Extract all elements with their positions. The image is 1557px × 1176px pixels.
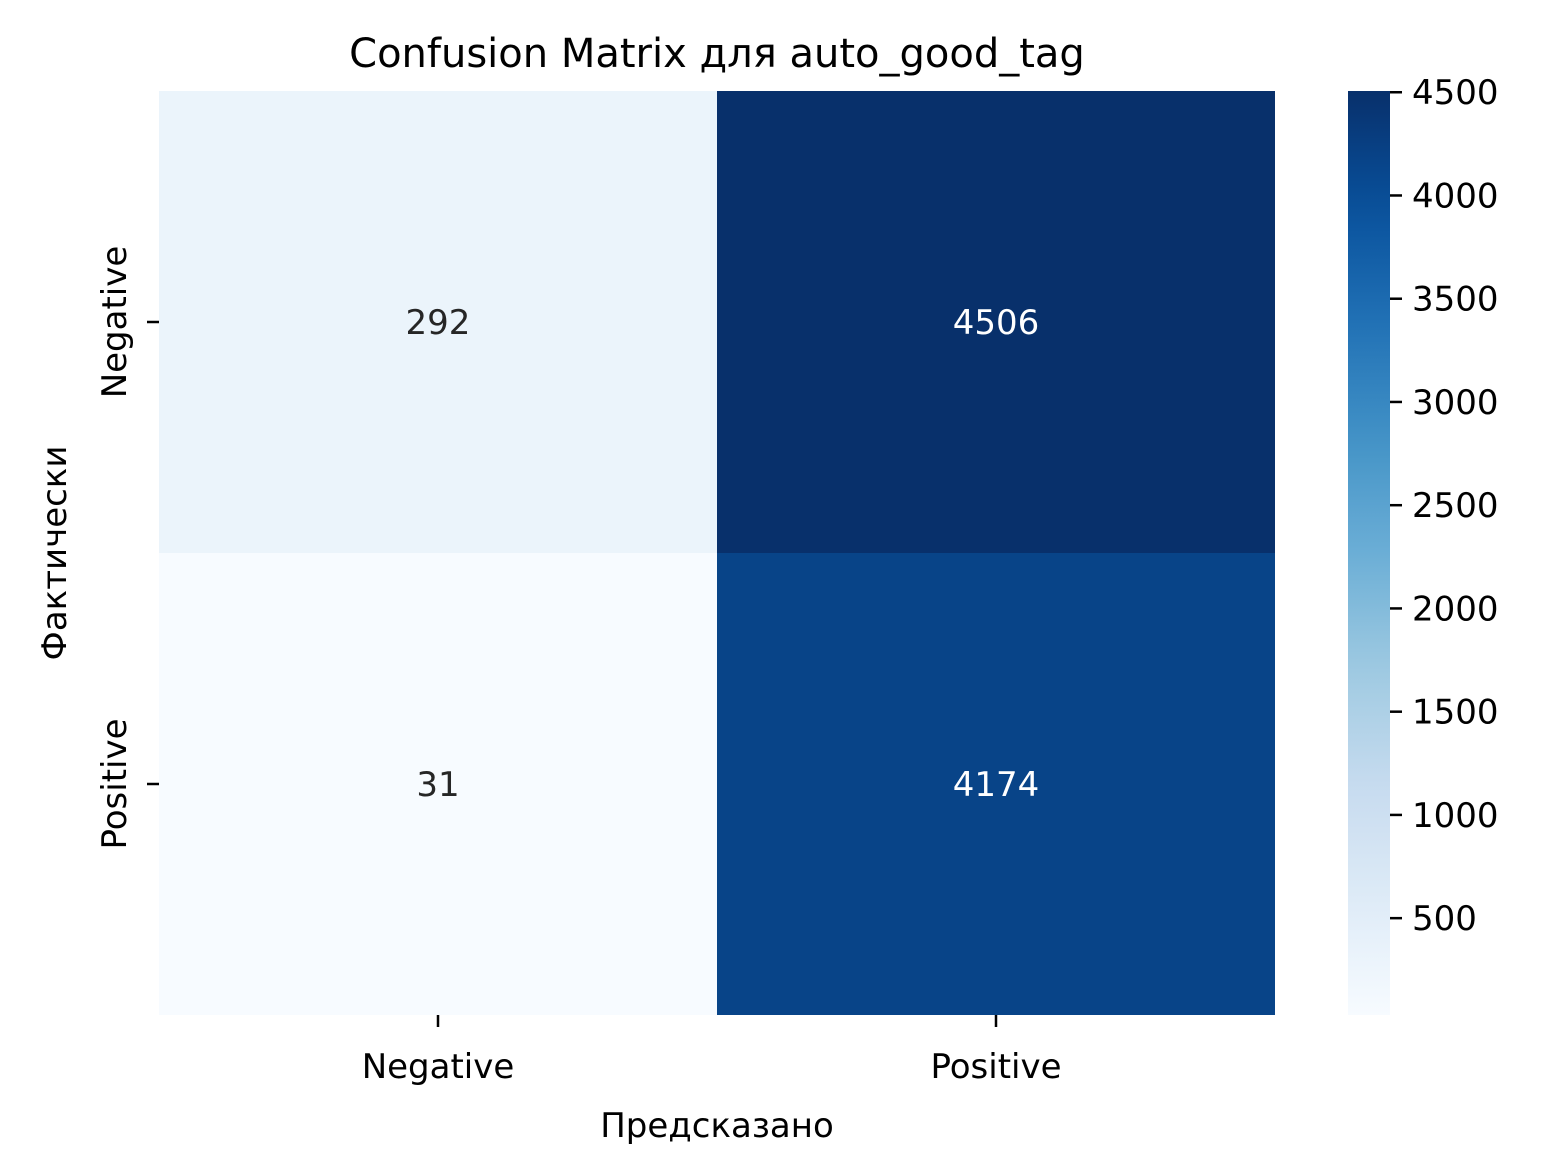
- cell-value-label: 4174: [953, 765, 1040, 805]
- x-tick-label: Positive: [930, 1047, 1061, 1087]
- colorbar-tick-label: 2000: [1412, 589, 1499, 629]
- colorbar-tick-label: 1500: [1412, 693, 1499, 733]
- heatmap-cell: [159, 553, 717, 1015]
- chart-title: Confusion Matrix для auto_good_tag: [349, 31, 1085, 77]
- colorbar-tick-label: 1000: [1412, 796, 1499, 836]
- heatmap-cell: [717, 553, 1275, 1015]
- colorbar-tick-label: 500: [1412, 899, 1477, 939]
- x-axis-ticks: Negative Positive: [362, 1015, 1062, 1087]
- y-axis-label: Фактически: [35, 446, 75, 661]
- colorbar-tick-label: 3000: [1412, 383, 1499, 423]
- x-tick-label: Negative: [362, 1047, 515, 1087]
- y-tick-label: Negative: [95, 246, 135, 399]
- cell-value-label: 4506: [953, 303, 1040, 343]
- heatmap-cell: [717, 91, 1275, 553]
- colorbar-tick-label: 4500: [1412, 73, 1499, 113]
- colorbar-tick-label: 3500: [1412, 280, 1499, 320]
- colorbar-tick-label: 2500: [1412, 486, 1499, 526]
- heatmap-cell: [159, 91, 717, 553]
- y-tick-label: Positive: [95, 718, 135, 849]
- colorbar-tick-label: 4000: [1412, 176, 1499, 216]
- x-axis-label: Предсказано: [600, 1106, 834, 1146]
- cell-value-label: 292: [406, 303, 471, 343]
- colorbar: [1348, 91, 1390, 1015]
- colorbar-ticks: 500 1000 1500 2000 2500 3000 3500 4000 4500: [1390, 73, 1499, 939]
- cell-value-label: 31: [416, 765, 459, 805]
- cell-annotations: 292 4506 31 4174: [406, 303, 1040, 805]
- heatmap-cells: [159, 91, 1275, 1015]
- y-axis-ticks: Negative Positive: [95, 246, 159, 850]
